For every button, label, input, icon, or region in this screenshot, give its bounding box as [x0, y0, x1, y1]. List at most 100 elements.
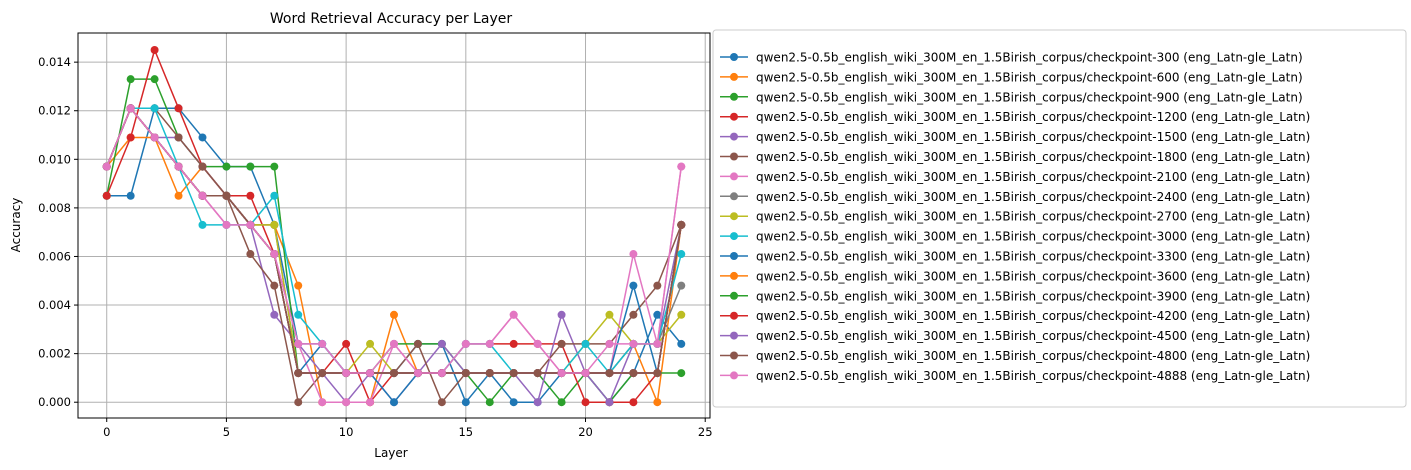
data-point [533, 339, 542, 348]
series-lines [102, 46, 686, 407]
data-point [270, 250, 279, 259]
data-point [174, 162, 183, 171]
data-point [174, 133, 183, 142]
legend-marker [730, 72, 738, 81]
legend-item: qwen2.5-0.5b_english_wiki_300M_en_1.5Bir… [720, 289, 1310, 303]
x-axis-ticks: 0 5 10 15 20 25 [103, 418, 713, 439]
legend-item: qwen2.5-0.5b_english_wiki_300M_en_1.5Bir… [720, 70, 1303, 84]
legend-marker [730, 311, 738, 320]
data-point [342, 398, 351, 407]
y-tick-label: 0.004 [38, 298, 71, 312]
legend-item: qwen2.5-0.5b_english_wiki_300M_en_1.5Bir… [720, 210, 1310, 224]
data-point [629, 250, 638, 259]
data-point [270, 220, 279, 229]
data-point [653, 310, 662, 319]
legend-item: qwen2.5-0.5b_english_wiki_300M_en_1.5Bir… [720, 369, 1310, 383]
legend-marker [730, 271, 738, 280]
y-tick-label: 0.010 [38, 152, 71, 166]
data-point [366, 369, 375, 378]
data-point [677, 339, 686, 348]
legend-item: qwen2.5-0.5b_english_wiki_300M_en_1.5Bir… [720, 349, 1310, 363]
data-point [677, 281, 686, 290]
data-point [677, 162, 686, 171]
data-point [102, 191, 111, 200]
data-point [342, 339, 351, 348]
data-point [390, 339, 398, 348]
x-tick-label: 10 [339, 425, 354, 439]
legend-marker [730, 232, 738, 241]
data-point [605, 369, 614, 378]
data-point [246, 162, 255, 171]
series-17 [102, 104, 686, 378]
data-point [509, 398, 518, 407]
legend-label: qwen2.5-0.5b_english_wiki_300M_en_1.5Bir… [756, 190, 1310, 204]
data-point [533, 369, 542, 378]
data-point [581, 398, 590, 407]
legend-marker [730, 291, 738, 300]
legend-marker [730, 112, 738, 121]
legend-box [712, 29, 1407, 408]
legend-marker [730, 53, 738, 61]
data-point [413, 369, 422, 378]
data-point [366, 398, 375, 407]
data-point [150, 46, 159, 55]
data-point [677, 250, 686, 259]
legend-label: qwen2.5-0.5b_english_wiki_300M_en_1.5Bir… [756, 269, 1310, 283]
data-point [629, 369, 638, 378]
data-point [653, 398, 662, 407]
data-point [557, 310, 566, 319]
x-tick-label: 5 [223, 425, 230, 439]
legend-item: qwen2.5-0.5b_english_wiki_300M_en_1.5Bir… [720, 170, 1310, 184]
data-point [222, 191, 231, 200]
data-point [605, 339, 614, 348]
x-tick-label: 0 [103, 425, 110, 439]
y-tick-label: 0.002 [38, 347, 71, 361]
y-tick-label: 0.006 [38, 249, 71, 263]
y-tick-label: 0.000 [38, 395, 71, 409]
data-point [270, 162, 279, 171]
data-point [222, 162, 231, 171]
legend-marker [730, 172, 738, 181]
legend-label: qwen2.5-0.5b_english_wiki_300M_en_1.5Bir… [756, 329, 1310, 343]
plot-area [78, 33, 710, 418]
data-point [677, 310, 686, 319]
data-point [294, 398, 303, 407]
legend-label: qwen2.5-0.5b_english_wiki_300M_en_1.5Bir… [756, 250, 1310, 264]
legend-marker [730, 132, 738, 141]
data-point [222, 220, 231, 229]
y-tick-label: 0.008 [38, 201, 71, 215]
data-point [150, 104, 159, 113]
data-point [557, 339, 566, 348]
data-point [270, 310, 279, 319]
legend-marker [730, 212, 738, 221]
legend-item: qwen2.5-0.5b_english_wiki_300M_en_1.5Bir… [720, 230, 1310, 244]
legend-label: qwen2.5-0.5b_english_wiki_300M_en_1.5Bir… [756, 230, 1310, 244]
legend-label: qwen2.5-0.5b_english_wiki_300M_en_1.5Bir… [756, 309, 1310, 323]
data-point [198, 133, 207, 142]
data-point [605, 398, 614, 407]
legend-item: qwen2.5-0.5b_english_wiki_300M_en_1.5Bir… [720, 130, 1310, 144]
gridlines [78, 33, 710, 418]
legend-label: qwen2.5-0.5b_english_wiki_300M_en_1.5Bir… [756, 349, 1310, 363]
data-point [198, 162, 207, 171]
data-point [629, 310, 638, 319]
data-point [318, 339, 327, 348]
data-point [270, 281, 279, 290]
legend-item: qwen2.5-0.5b_english_wiki_300M_en_1.5Bir… [720, 90, 1303, 104]
data-point [629, 281, 638, 290]
plot-frame [77, 32, 711, 419]
data-point [102, 162, 111, 171]
data-point [390, 398, 398, 407]
data-point [246, 220, 255, 229]
x-tick-label: 25 [698, 425, 713, 439]
data-point [342, 369, 351, 378]
data-point [198, 220, 207, 229]
x-tick-label: 15 [458, 425, 473, 439]
data-point [246, 191, 255, 200]
legend-label: qwen2.5-0.5b_english_wiki_300M_en_1.5Bir… [756, 51, 1303, 65]
x-tick-label: 20 [578, 425, 593, 439]
data-point [174, 104, 183, 113]
data-point [270, 191, 279, 200]
data-point [413, 339, 422, 348]
data-point [629, 398, 638, 407]
